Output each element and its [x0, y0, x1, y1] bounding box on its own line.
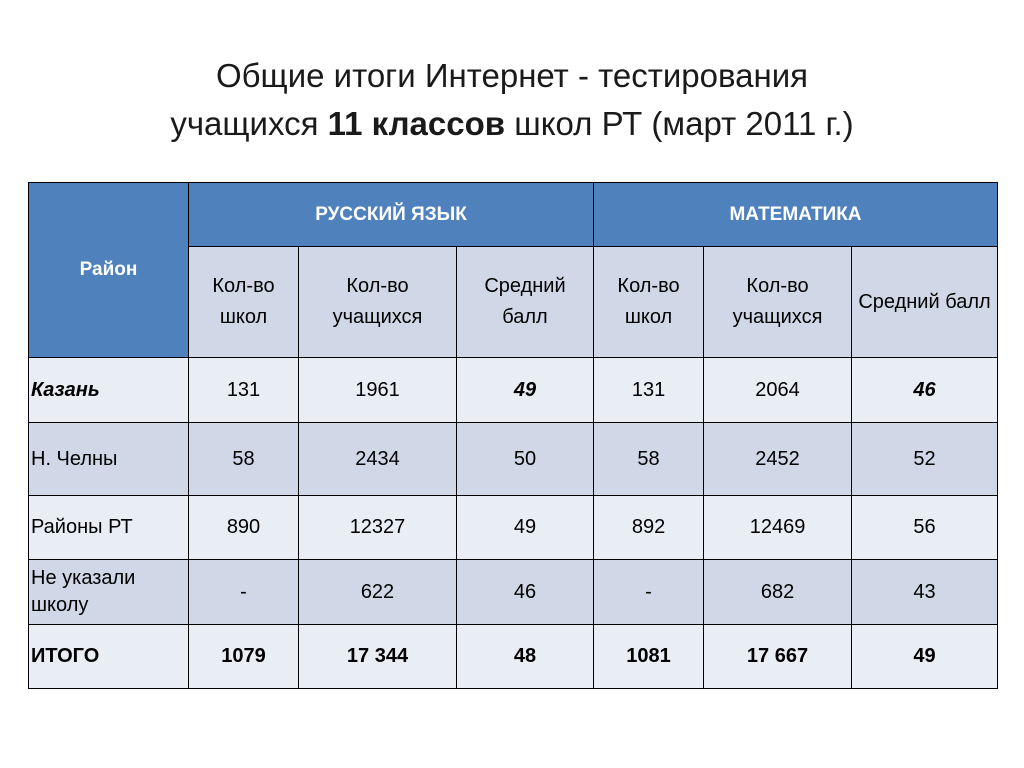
- column-header: Кол-во учащихся: [298, 246, 457, 358]
- district-cell: Казань: [28, 357, 189, 423]
- subject-header-russian: РУССКИЙ ЯЗЫК: [187, 182, 595, 247]
- district-cell: ИТОГО: [28, 624, 189, 689]
- table-cell: -: [593, 559, 705, 625]
- table-cell: 17 667: [703, 624, 853, 689]
- results-table: Район РУССКИЙ ЯЗЫК МАТЕМАТИКА Кол-во шко…: [28, 182, 999, 689]
- table-cell: 131: [593, 357, 705, 423]
- table-cell: 49: [455, 495, 595, 560]
- table-cell: 2434: [298, 422, 457, 496]
- table-cell: 48: [455, 624, 595, 689]
- table-cell: 49: [455, 357, 595, 423]
- table-cell: 46: [851, 357, 999, 423]
- title-line-2-bold: 11 классов: [327, 105, 506, 142]
- table-cell: 622: [298, 559, 457, 625]
- table-cell: 50: [455, 422, 595, 496]
- title-line-2-prefix: учащихся: [170, 105, 328, 142]
- table-row: Районы РТ 890 12327 49 892 12469 56: [28, 495, 999, 560]
- district-cell: Не указали школу: [28, 559, 189, 625]
- header-row-columns: Кол-во школ Кол-во учащихся Средний балл…: [29, 246, 999, 358]
- table-cell: 58: [188, 422, 299, 496]
- column-header: Кол-во учащихся: [703, 246, 853, 358]
- table-cell: -: [188, 559, 299, 625]
- table-row: Казань 131 1961 49 131 2064 46: [28, 357, 999, 423]
- table-cell: 12469: [703, 495, 853, 560]
- table-cell: 1079: [188, 624, 299, 689]
- table-cell: 49: [851, 624, 999, 689]
- table-row-total: ИТОГО 1079 17 344 48 1081 17 667 49: [28, 624, 999, 689]
- district-cell: Н. Челны: [28, 422, 189, 496]
- table-cell: 52: [851, 422, 999, 496]
- table-cell: 56: [851, 495, 999, 560]
- table-row: Н. Челны 58 2434 50 58 2452 52: [28, 422, 999, 496]
- table-cell: 43: [851, 559, 999, 625]
- table-cell: 1961: [298, 357, 457, 423]
- table-cell: 2064: [703, 357, 853, 423]
- title-line-2-suffix: школ РТ (март 2011 г.): [505, 105, 854, 142]
- table-cell: 890: [188, 495, 299, 560]
- header-row-subjects: Район РУССКИЙ ЯЗЫК МАТЕМАТИКА: [28, 182, 999, 358]
- table-cell: 2452: [703, 422, 853, 496]
- column-header: Средний балл: [851, 246, 999, 358]
- table-cell: 682: [703, 559, 853, 625]
- table-row: Не указали школу - 622 46 - 682 43: [28, 559, 999, 625]
- district-cell: Районы РТ: [28, 495, 189, 560]
- column-header: Кол-во школ: [188, 246, 299, 358]
- title-line-1: Общие итоги Интернет - тестирования: [215, 57, 809, 94]
- table-cell: 17 344: [298, 624, 457, 689]
- column-header: Кол-во школ: [593, 246, 705, 358]
- table-cell: 892: [593, 495, 705, 560]
- subject-header-math: МАТЕМАТИКА: [593, 182, 999, 247]
- table-cell: 12327: [298, 495, 457, 560]
- table-cell: 1081: [593, 624, 705, 689]
- column-header: Средний балл: [455, 246, 595, 358]
- title-line-2: учащихся 11 классов школ РТ (март 2011 г…: [0, 100, 1024, 148]
- slide-title: Общие итоги Интернет - тестирования учащ…: [0, 52, 1024, 148]
- table-cell: 131: [188, 357, 299, 423]
- district-header: Район: [28, 182, 189, 358]
- table-cell: 46: [455, 559, 595, 625]
- table-cell: 58: [593, 422, 705, 496]
